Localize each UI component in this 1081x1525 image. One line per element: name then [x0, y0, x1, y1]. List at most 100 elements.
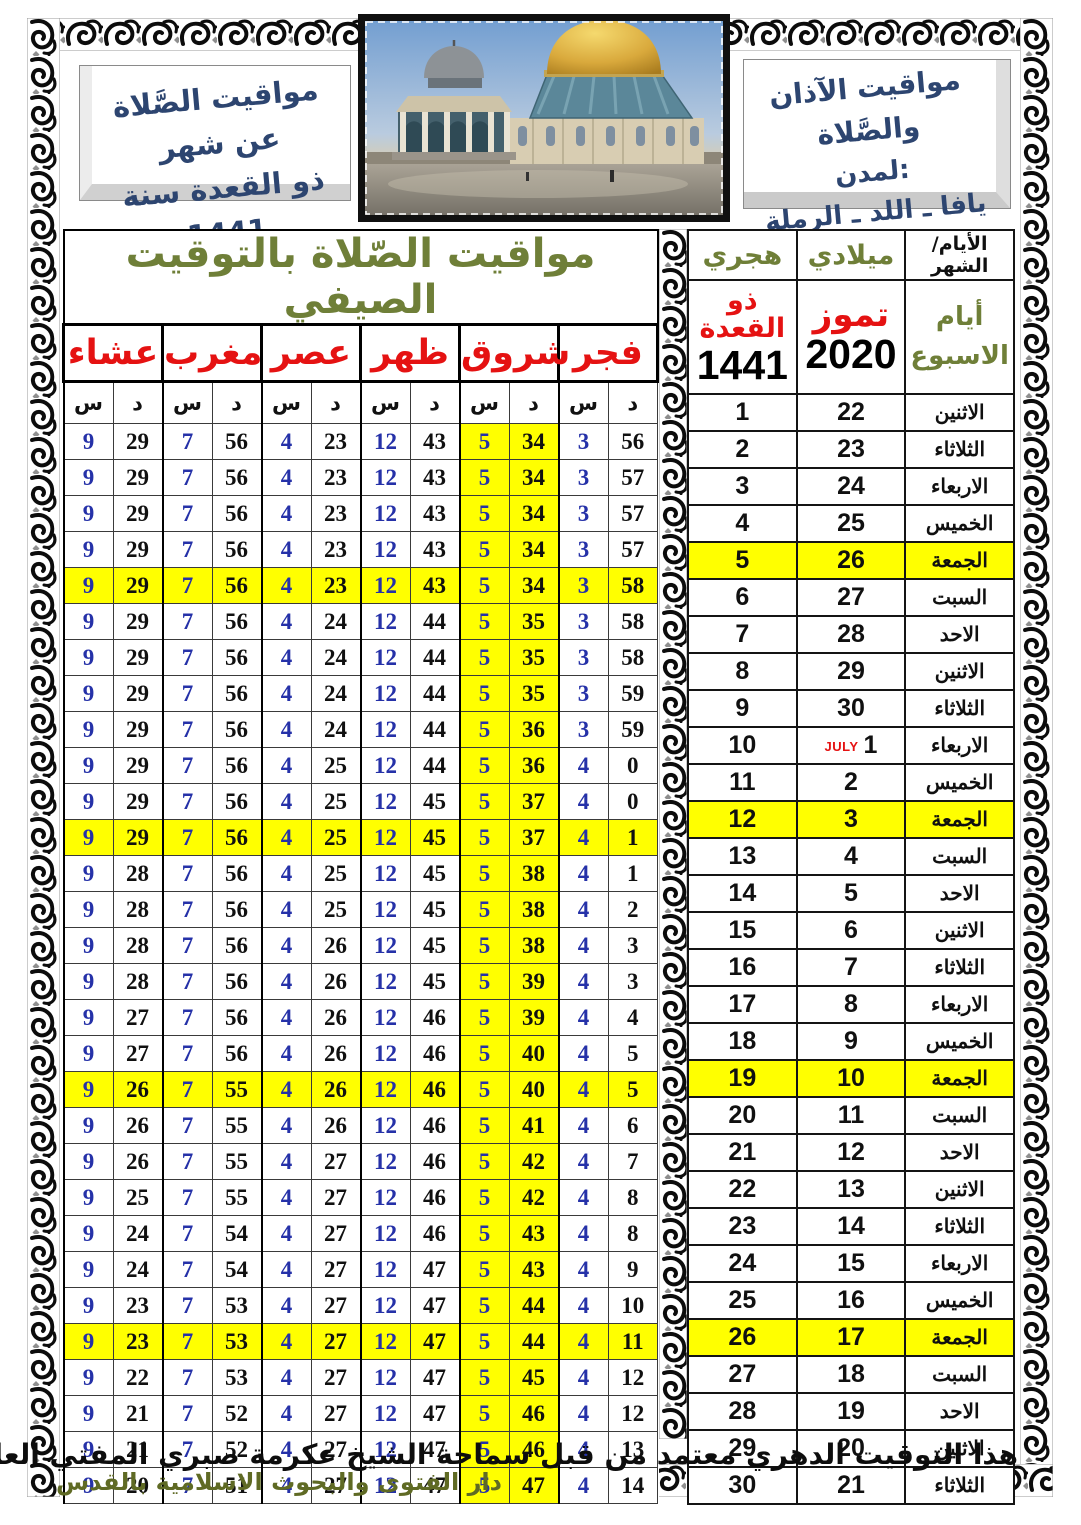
- approval-text: هذا التوقيت الدهري معتمد من قبل سماحة ال…: [0, 1438, 1018, 1471]
- time-minute-cell: 25: [310, 747, 361, 784]
- time-minute-cell: 46: [409, 1143, 460, 1180]
- time-minute-cell: 8: [607, 1179, 658, 1216]
- time-hour-cell: 5: [458, 747, 510, 784]
- prayer-times-row: 9 27 7 56 4 26 12 46 5 40 4 5: [62, 1035, 658, 1072]
- gregorian-day-cell: 23: [795, 430, 907, 469]
- time-hour-cell: 7: [161, 855, 213, 892]
- weekday-cell: الثلاثاء: [904, 1207, 1015, 1246]
- date-row: 29 20 الاثنين: [687, 1429, 1015, 1468]
- time-hour-cell: 12: [359, 567, 411, 604]
- hijri-day-cell: 9: [687, 689, 798, 728]
- time-minute-cell: 58: [607, 639, 658, 676]
- time-minute-cell: 46: [409, 1035, 460, 1072]
- date-row: 11 2 الخميس: [687, 763, 1015, 802]
- date-row: 16 7 الثلاثاء: [687, 948, 1015, 987]
- hour-label-cell: س: [62, 381, 114, 424]
- prayer-times-row: 9 29 7 56 4 25 12 45 5 37 4 0: [62, 783, 658, 820]
- time-hour-cell: 4: [260, 1071, 312, 1108]
- dome-of-the-rock-photo: [358, 14, 730, 222]
- time-minute-cell: 55: [211, 1179, 262, 1216]
- time-minute-cell: 34: [508, 531, 559, 568]
- time-minute-cell: 43: [508, 1215, 559, 1252]
- time-minute-cell: 34: [508, 459, 559, 496]
- prayer-times-row: 9 28 7 56 4 26 12 45 5 38 4 3: [62, 927, 658, 964]
- prayer-times-row: 9 27 7 56 4 26 12 46 5 39 4 4: [62, 999, 658, 1036]
- time-hour-cell: 9: [62, 747, 114, 784]
- gregorian-day-cell: 4: [795, 837, 907, 876]
- minute-label-cell: د: [211, 381, 262, 424]
- gregorian-day-cell: 17: [795, 1318, 907, 1357]
- date-row: 28 19 الاحد: [687, 1392, 1015, 1431]
- time-minute-cell: 27: [310, 1431, 361, 1468]
- weekday-cell: السبت: [904, 837, 1015, 876]
- weekday-cell: الاحد: [904, 1392, 1015, 1431]
- header-cities-box: مواقيت الآذان والصَّلاة لمدن: يافا ـ الل…: [744, 60, 1010, 237]
- weekday-cell: الاثنين: [904, 393, 1015, 432]
- prayer-times-row: 9 29 7 56 4 23 12 43 5 34 3 57: [62, 495, 658, 532]
- time-minute-cell: 23: [112, 1323, 163, 1360]
- time-minute-cell: 26: [112, 1107, 163, 1144]
- hijri-day-cell: 14: [687, 874, 798, 913]
- time-hour-cell: 3: [557, 459, 609, 496]
- time-minute-cell: 26: [310, 1071, 361, 1108]
- time-hour-cell: 7: [161, 783, 213, 820]
- time-hour-cell: 12: [359, 423, 411, 460]
- time-minute-cell: 47: [409, 1359, 460, 1396]
- time-minute-cell: 52: [211, 1431, 262, 1468]
- time-minute-cell: 56: [211, 855, 262, 892]
- time-minute-cell: 56: [211, 999, 262, 1036]
- time-minute-cell: 47: [409, 1323, 460, 1360]
- time-hour-cell: 9: [62, 1179, 114, 1216]
- hijri-year: 1441: [696, 341, 788, 388]
- time-hour-cell: 12: [359, 1359, 411, 1396]
- date-row: 5 26 الجمعة: [687, 541, 1015, 580]
- time-minute-cell: 56: [211, 675, 262, 712]
- time-minute-cell: 11: [607, 1323, 658, 1360]
- time-minute-cell: 12: [607, 1395, 658, 1432]
- time-hour-cell: 4: [260, 747, 312, 784]
- date-table-header-row: هجري ميلادي الأيام/الشهر: [687, 229, 1015, 281]
- time-minute-cell: 43: [409, 567, 460, 604]
- time-hour-cell: 7: [161, 495, 213, 532]
- time-hour-cell: 7: [161, 1287, 213, 1324]
- time-hour-cell: 12: [359, 603, 411, 640]
- time-minute-cell: 56: [211, 819, 262, 856]
- weekday-cell: السبت: [904, 1096, 1015, 1135]
- time-hour-cell: 9: [62, 1107, 114, 1144]
- weekday-cell: الاثنين: [904, 1170, 1015, 1209]
- time-minute-cell: 34: [508, 495, 559, 532]
- time-minute-cell: 46: [409, 1107, 460, 1144]
- time-hour-cell: 7: [161, 639, 213, 676]
- time-minute-cell: 38: [508, 891, 559, 928]
- time-hour-cell: 4: [260, 1035, 312, 1072]
- time-hour-cell: 4: [260, 531, 312, 568]
- gregorian-day-cell: 3: [795, 800, 907, 839]
- time-minute-cell: 44: [409, 603, 460, 640]
- time-minute-cell: 56: [211, 711, 262, 748]
- hijri-day-cell: 20: [687, 1096, 798, 1135]
- time-minute-cell: 27: [310, 1287, 361, 1324]
- time-hour-cell: 9: [62, 1143, 114, 1180]
- time-hour-cell: 4: [260, 495, 312, 532]
- time-hour-cell: 9: [62, 819, 114, 856]
- time-hour-cell: 5: [458, 639, 510, 676]
- time-minute-cell: 54: [211, 1251, 262, 1288]
- time-hour-cell: 9: [62, 1395, 114, 1432]
- time-minute-cell: 35: [508, 639, 559, 676]
- prayer-times-row: 9 23 7 53 4 27 12 47 5 44 4 11: [62, 1323, 658, 1360]
- prayer-times-row: 9 24 7 54 4 27 12 47 5 43 4 9: [62, 1251, 658, 1288]
- time-minute-cell: 56: [211, 603, 262, 640]
- month-names-row: ذو القعدة 1441 تموز 2020 أيام الاسبوع: [687, 279, 1015, 395]
- time-minute-cell: 27: [310, 1251, 361, 1288]
- time-hour-cell: 5: [458, 1143, 510, 1180]
- time-hour-cell: 9: [62, 675, 114, 712]
- date-row: 14 5 الاحد: [687, 874, 1015, 913]
- gregorian-day-cell: 24: [795, 467, 907, 506]
- time-minute-cell: 26: [310, 1035, 361, 1072]
- time-hour-cell: 12: [359, 963, 411, 1000]
- hour-label-cell: س: [161, 381, 213, 424]
- time-hour-cell: 9: [62, 423, 114, 460]
- time-hour-cell: 12: [359, 999, 411, 1036]
- prayer-times-row: 9 29 7 56 4 24 12 44 5 35 3 58: [62, 639, 658, 676]
- weekday-cell: السبت: [904, 1355, 1015, 1394]
